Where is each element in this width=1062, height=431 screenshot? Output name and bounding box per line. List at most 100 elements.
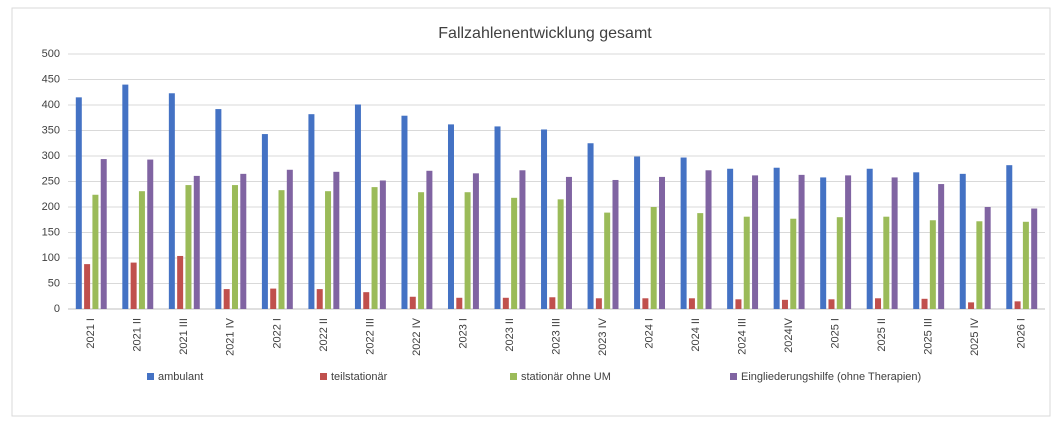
bar — [875, 298, 882, 309]
bar — [557, 199, 564, 309]
bar — [371, 187, 378, 309]
legend-swatch — [320, 373, 327, 380]
x-tick-label: 2022 III — [364, 318, 376, 355]
x-tick-label: 2025 I — [830, 318, 842, 349]
bar — [820, 177, 827, 309]
bar — [541, 129, 548, 309]
bar — [185, 185, 192, 309]
bar — [223, 289, 230, 309]
legend-label: Eingliederungshilfe (ohne Therapien) — [741, 371, 921, 383]
bar — [1006, 165, 1013, 309]
bar — [659, 176, 666, 309]
bar — [426, 170, 433, 309]
bar — [92, 194, 99, 309]
bar — [921, 298, 928, 309]
bar — [379, 180, 386, 309]
bar — [270, 288, 277, 309]
bar — [1014, 301, 1021, 309]
bar — [773, 167, 780, 309]
bar — [743, 216, 750, 309]
x-tick-label: 2024 III — [737, 318, 749, 355]
bar — [650, 207, 657, 309]
bar — [587, 143, 594, 309]
bar — [231, 185, 238, 309]
bar — [519, 170, 526, 309]
bar — [240, 173, 247, 309]
bar — [168, 93, 175, 310]
bar — [688, 298, 695, 309]
bar — [798, 174, 805, 309]
bar — [959, 173, 966, 309]
y-tick-label: 0 — [54, 303, 60, 315]
bar — [752, 175, 759, 309]
bar — [278, 190, 285, 309]
bar — [464, 192, 471, 309]
bar — [177, 255, 184, 309]
bar — [642, 298, 649, 309]
x-tick-label: 2023 II — [504, 318, 516, 352]
bar — [929, 220, 936, 309]
bar — [138, 191, 145, 309]
bar — [891, 177, 898, 309]
bar — [1031, 208, 1038, 309]
bar — [735, 299, 742, 309]
x-tick-label: 2025 II — [876, 318, 888, 352]
bar — [363, 292, 370, 309]
x-tick-label: 2024IV — [783, 317, 795, 353]
bar — [193, 175, 200, 309]
bar — [1022, 221, 1029, 309]
y-tick-label: 400 — [42, 99, 60, 111]
bar — [612, 179, 619, 309]
x-tick-label: 2022 I — [271, 318, 283, 349]
bar — [494, 126, 501, 309]
x-tick-label: 2026 I — [1016, 318, 1028, 349]
x-tick-label: 2021 IV — [225, 317, 237, 356]
x-tick-label: 2025 IV — [969, 317, 981, 356]
bar — [595, 298, 602, 309]
y-tick-label: 250 — [42, 175, 60, 187]
y-tick-label: 300 — [42, 150, 60, 162]
legend-swatch — [730, 373, 737, 380]
x-tick-label: 2021 III — [178, 318, 190, 355]
x-tick-label: 2022 IV — [411, 317, 423, 356]
bar — [565, 176, 572, 309]
bar — [100, 159, 107, 309]
bar — [781, 299, 788, 309]
bar — [790, 218, 797, 309]
bar — [866, 168, 873, 309]
bar — [215, 109, 222, 309]
bar — [147, 159, 154, 309]
bar — [511, 197, 518, 309]
bar — [316, 289, 323, 309]
y-tick-label: 500 — [42, 48, 60, 60]
x-tick-label: 2023 IV — [597, 317, 609, 356]
chart-title: Fallzahlenentwicklung gesamt — [438, 25, 652, 42]
bar — [976, 221, 983, 309]
bar — [913, 172, 920, 309]
bar — [984, 207, 991, 309]
bar — [84, 264, 91, 309]
legend-swatch — [147, 373, 154, 380]
bar — [447, 124, 454, 309]
bar — [401, 115, 408, 310]
y-tick-label: 200 — [42, 201, 60, 213]
bar — [261, 134, 268, 309]
bar — [409, 296, 416, 309]
bar — [456, 297, 463, 309]
legend-label: ambulant — [158, 371, 203, 383]
legend-label: stationär ohne UM — [521, 371, 611, 383]
bar — [333, 171, 340, 309]
bar — [828, 299, 835, 309]
bar — [308, 114, 315, 310]
bar — [549, 297, 556, 309]
x-tick-label: 2021 II — [132, 318, 144, 352]
bar — [604, 212, 611, 309]
bar — [502, 297, 509, 309]
bar — [680, 157, 687, 309]
x-tick-label: 2023 I — [457, 318, 469, 349]
bar — [130, 262, 137, 309]
bar — [634, 156, 641, 309]
x-tick-label: 2022 II — [318, 318, 330, 352]
bar — [122, 84, 129, 309]
